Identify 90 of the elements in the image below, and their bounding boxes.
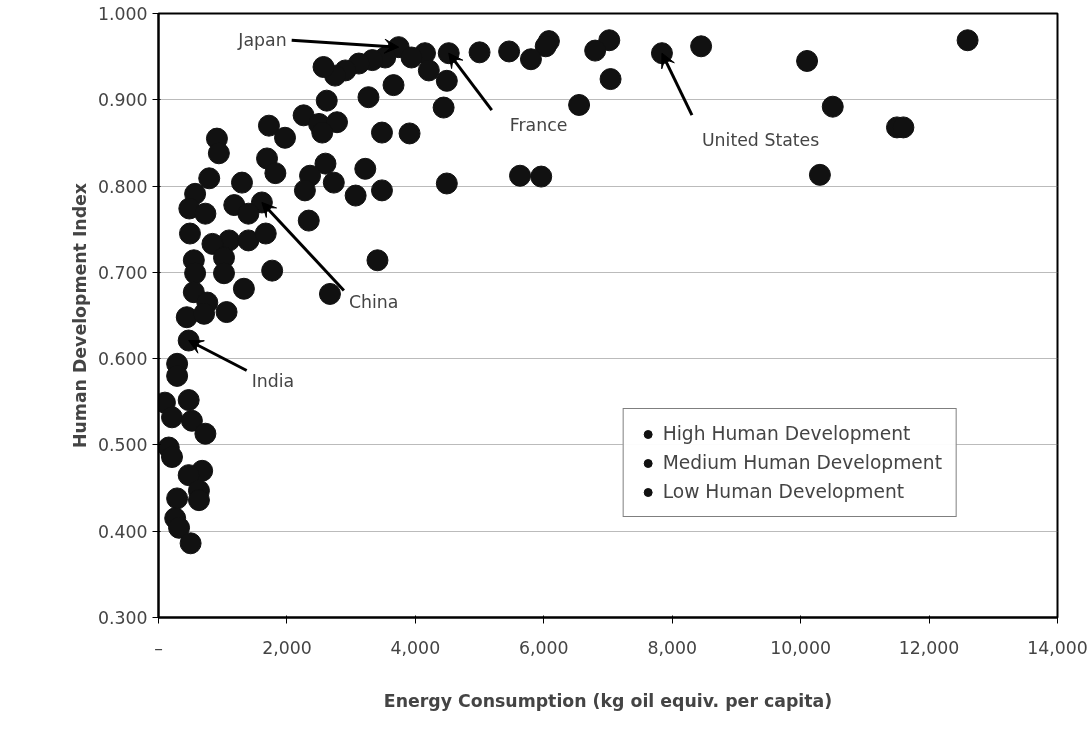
point [198, 167, 221, 190]
point [193, 302, 216, 325]
point [326, 111, 349, 134]
point [568, 93, 591, 116]
point [194, 202, 217, 225]
point [509, 164, 532, 187]
y-tick-label: 0.500 [97, 435, 148, 456]
point [232, 277, 255, 300]
point [398, 122, 421, 145]
point [417, 59, 440, 82]
point [177, 389, 200, 412]
point [194, 422, 217, 445]
point [370, 121, 393, 144]
legend-label: Low Human Development [662, 481, 905, 502]
legend-label: High Human Development [662, 423, 911, 444]
x-tick-label: 2,000 [262, 637, 312, 658]
y-tick-label: 0.700 [97, 262, 148, 283]
x-axis-title: Energy Consumption (kg oil equiv. per capita) [383, 690, 833, 711]
y-axis-title: Human Development Index [69, 183, 90, 448]
point [293, 179, 316, 202]
x-tick-label: 8,000 [647, 637, 698, 658]
y-tick-label: 0.400 [97, 521, 148, 542]
point [178, 222, 201, 245]
point [366, 249, 389, 272]
point [237, 202, 260, 225]
point [312, 56, 335, 78]
point [530, 165, 553, 188]
point [315, 89, 338, 112]
annotation: India [251, 370, 295, 391]
y-tick-label: 1.000 [97, 4, 148, 24]
point [584, 39, 607, 62]
point [357, 86, 380, 109]
annotation: China [348, 292, 399, 313]
point [274, 126, 296, 149]
point [808, 163, 831, 186]
annotation: United States [701, 130, 820, 151]
point [370, 179, 393, 202]
point [254, 222, 277, 245]
point [180, 409, 203, 432]
point [264, 162, 287, 185]
annotation: France [509, 115, 568, 136]
point [166, 487, 189, 510]
point [184, 262, 207, 285]
x-tick-label: 14,000 [1027, 637, 1088, 658]
point [213, 262, 235, 285]
point [821, 95, 844, 118]
x-tick-label: 12,000 [898, 637, 960, 658]
point [382, 74, 405, 97]
legend-label: Medium Human Development [662, 452, 942, 473]
y-tick-label: 0.800 [97, 176, 148, 197]
point [435, 172, 458, 195]
x-tick-label: 6,000 [518, 637, 569, 658]
point [956, 29, 979, 52]
point [432, 96, 455, 119]
point [207, 142, 230, 165]
x-tick-label: 4,000 [390, 637, 441, 658]
point [519, 48, 542, 71]
point [297, 209, 320, 232]
y-tick-label: 0.900 [97, 90, 148, 111]
point [215, 301, 238, 324]
point [230, 171, 253, 194]
annotation: Japan [237, 30, 287, 51]
point [160, 406, 183, 429]
point [690, 35, 713, 58]
x-tick-label: – [154, 637, 163, 658]
point [314, 152, 337, 175]
point [257, 114, 280, 137]
point [400, 46, 423, 69]
x-tick-label: 10,000 [770, 637, 831, 658]
point [237, 229, 260, 252]
point [534, 35, 557, 58]
point [322, 171, 345, 194]
point [179, 532, 202, 555]
point [201, 232, 224, 255]
point [599, 68, 622, 91]
y-tick-label: 0.600 [97, 349, 148, 370]
point [160, 446, 183, 468]
y-tick-label: 0.300 [97, 608, 148, 628]
point [261, 259, 284, 282]
point [354, 157, 377, 180]
point [435, 69, 458, 92]
point [344, 184, 367, 207]
point [498, 40, 521, 63]
point [468, 41, 491, 64]
point [177, 464, 200, 487]
point [292, 104, 315, 127]
point [796, 49, 819, 72]
point [168, 516, 191, 539]
point [175, 306, 198, 329]
point [318, 282, 341, 305]
